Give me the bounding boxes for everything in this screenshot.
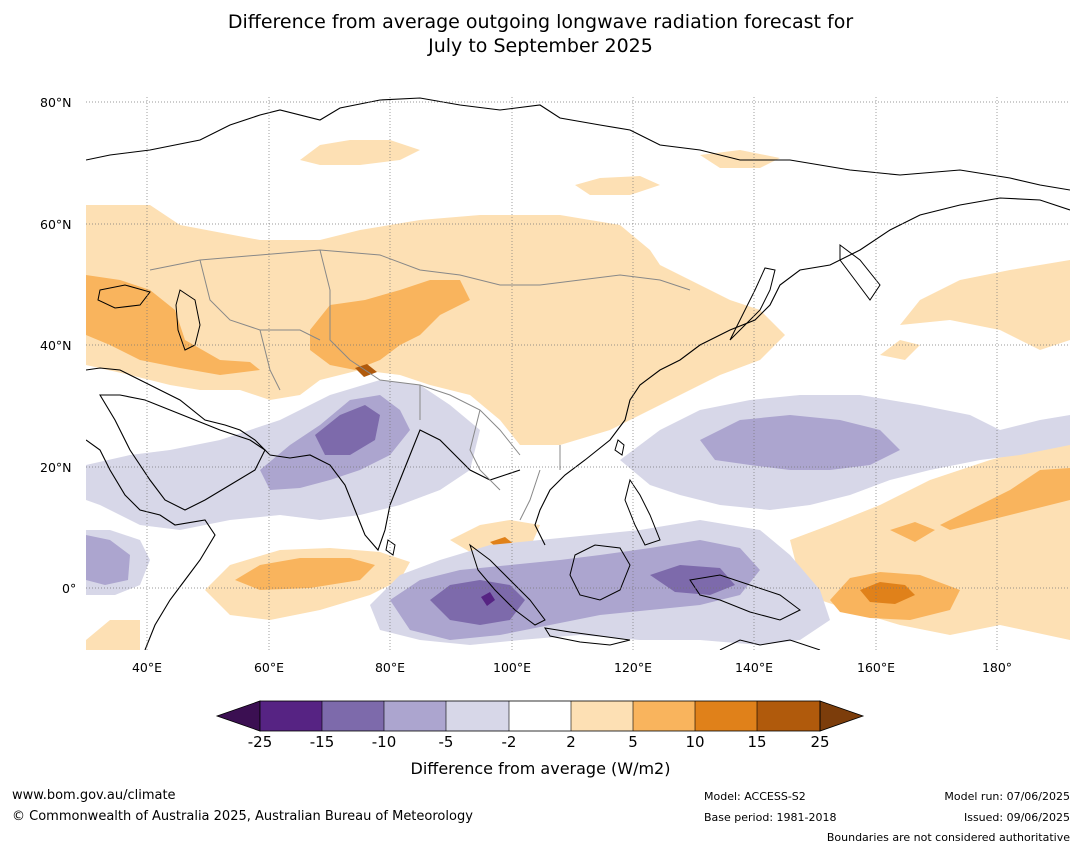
issued-text: Issued: 09/06/2025 xyxy=(963,811,1070,824)
colorbar-swatch-7 xyxy=(633,701,695,731)
colorbar-tick: -5 xyxy=(438,733,454,751)
coastline-philippines xyxy=(624,478,661,546)
coastline-kamchatka xyxy=(839,244,881,301)
lat-label-0: 0° xyxy=(62,581,77,596)
colorbar-tick: 2 xyxy=(566,733,576,751)
colorbar-tick: 15 xyxy=(747,733,767,751)
title-line-1: Difference from average outgoing longwav… xyxy=(227,11,854,33)
colorbar-outline xyxy=(259,700,821,732)
colorbar-swatch-9 xyxy=(757,701,820,731)
lon-label-40e: 40°E xyxy=(131,660,163,675)
light-purple-region-africa xyxy=(86,535,130,585)
coastline-africa xyxy=(86,439,216,650)
lat-label-80n: 80°N xyxy=(40,95,72,110)
coastline-new-guinea xyxy=(689,574,801,621)
graticule xyxy=(86,97,1070,650)
dark-purple-spot xyxy=(481,592,495,606)
light-orange-region-africa xyxy=(86,620,140,650)
colorbar-swatch-8 xyxy=(695,701,757,731)
lat-label-20n: 20°N xyxy=(40,460,72,475)
coastline-japan xyxy=(729,267,776,341)
coastlines xyxy=(86,97,1070,650)
light-orange-region-arctic xyxy=(300,140,420,165)
colorbar-tick: 5 xyxy=(628,733,638,751)
orange-region-caspian xyxy=(86,275,260,375)
colorbar-tick: -25 xyxy=(247,733,273,751)
coastline-black-sea xyxy=(97,284,151,309)
title-line-2: July to September 2025 xyxy=(428,35,653,57)
lon-label-80e: 80°E xyxy=(374,660,406,675)
coastline-australia-north xyxy=(719,639,821,650)
lon-label-140e: 140°E xyxy=(734,660,774,675)
base-period-text: Base period: 1981-2018 xyxy=(704,811,837,824)
website-link[interactable]: www.bom.gov.au/climate xyxy=(12,788,176,803)
colorbar-swatch-2 xyxy=(322,701,384,731)
coastline-arabia xyxy=(99,394,266,511)
coastline-borneo xyxy=(569,544,631,601)
coastline-caspian xyxy=(175,289,201,351)
colorbar-swatch-1 xyxy=(260,701,322,731)
light-orange-region-north-pacific xyxy=(900,260,1070,350)
light-orange-region-east-pacific xyxy=(880,340,920,360)
coastline-south-asia xyxy=(86,367,521,552)
lon-label-120e: 120°E xyxy=(613,660,653,675)
model-text: Model: ACCESS-S2 xyxy=(704,790,806,803)
colorbar-tick: -2 xyxy=(501,733,517,751)
coastline-sri-lanka xyxy=(385,539,396,556)
lat-label-60n: 60°N xyxy=(40,217,72,232)
colorbar-tick: 10 xyxy=(685,733,705,751)
colorbar-tick: -15 xyxy=(309,733,335,751)
dark-orange-region-pacific xyxy=(860,582,915,604)
orange-region-indian-ocean xyxy=(235,558,375,590)
coastline-arctic xyxy=(86,97,1070,191)
colorbar-dividers xyxy=(321,701,758,731)
coastline-east-asia xyxy=(534,197,1070,546)
lon-label-60e: 60°E xyxy=(253,660,285,675)
colorbar-label: Difference from average (W/m2) xyxy=(410,759,671,778)
colorbar-swatch-6 xyxy=(571,701,633,731)
colorbar-swatch-3 xyxy=(384,701,446,731)
coastline-sumatra xyxy=(469,543,546,626)
light-purple-region-pacific xyxy=(700,415,900,470)
light-orange-region-asia xyxy=(86,205,785,445)
coastline-taiwan xyxy=(614,439,625,456)
country-borders xyxy=(149,249,691,521)
colorbar-swatch-4 xyxy=(446,701,509,731)
positive-anomaly-field xyxy=(86,140,1070,650)
model-run-text: Model run: 07/06/2025 xyxy=(944,790,1070,803)
medium-purple-region-india xyxy=(315,405,380,455)
orange-region-pacific xyxy=(940,468,1070,530)
light-orange-region-siberia xyxy=(575,176,660,195)
lon-label-100e: 100°E xyxy=(492,660,532,675)
medium-purple-region-indian-ocean xyxy=(430,580,525,625)
lon-label-160e: 160°E xyxy=(856,660,896,675)
negative-anomaly-field xyxy=(86,380,1070,645)
colorbar-extend-high xyxy=(819,700,865,732)
lat-label-40n: 40°N xyxy=(40,338,72,353)
coastline-java xyxy=(543,627,631,646)
map-panel xyxy=(86,97,1070,650)
colorbar-swatch-5 xyxy=(509,701,571,731)
colorbar-tick: 25 xyxy=(810,733,830,751)
colorbar-tick: -10 xyxy=(371,733,397,751)
orange-region-pacific-3 xyxy=(890,522,935,542)
copyright-text: © Commonwealth of Australia 2025, Austra… xyxy=(12,809,473,824)
map-title: Difference from average outgoing longwav… xyxy=(0,10,1081,58)
lon-label-180: 180° xyxy=(981,660,1013,675)
colorbar-extend-low xyxy=(215,700,261,732)
colorbar xyxy=(215,700,865,732)
disclaimer-text: Boundaries are not considered authoritat… xyxy=(826,831,1070,844)
